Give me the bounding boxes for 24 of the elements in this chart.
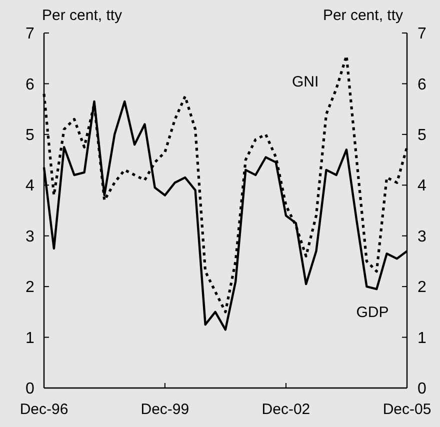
y-axis-title: Per cent, tty [42,7,123,24]
y2-tick-label: 1 [418,330,427,347]
y-tick-label: 6 [26,76,35,94]
x-tick-label: Dec-99 [140,401,190,418]
y2-tick-label: 2 [418,279,427,296]
y2-tick-label: 4 [418,178,427,195]
y-tick-label: 1 [26,330,35,347]
y-tick-label: 3 [26,228,35,246]
y-tick-label: 0 [26,380,35,398]
y-tick-label: 2 [26,279,35,296]
series-label: GNI [292,73,319,90]
y-tick-label: 7 [26,26,35,43]
y-tick-label: 5 [26,127,35,144]
y2-tick-label: 0 [418,380,427,398]
x-tick-label: Dec-96 [20,401,68,418]
y2-tick-label: 5 [418,127,427,144]
x-tick-label: Dec-05 [382,401,432,418]
y2-tick-label: 6 [418,76,427,94]
x-tick-label: Dec-02 [262,401,310,418]
series-label: GDP [356,304,389,322]
y2-tick-label: 3 [418,228,427,246]
y2-axis-title: Per cent, tty [322,7,404,24]
y2-tick-label: 7 [418,26,427,43]
y-tick-label: 4 [26,178,35,195]
